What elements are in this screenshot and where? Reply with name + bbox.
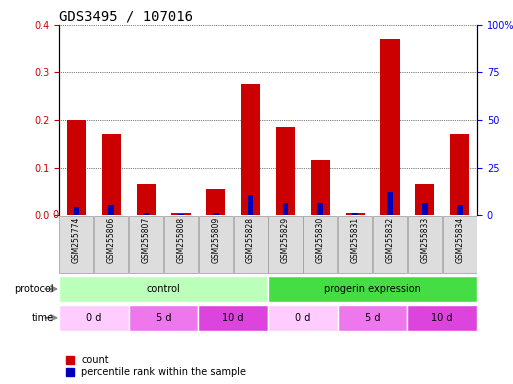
Bar	[268, 305, 338, 331]
Text: GSM255829: GSM255829	[281, 217, 290, 263]
Bar	[129, 305, 199, 331]
Text: protocol: protocol	[14, 284, 54, 294]
Bar	[450, 134, 469, 215]
Text: GSM255808: GSM255808	[176, 217, 185, 263]
FancyBboxPatch shape	[408, 216, 442, 273]
Text: GSM255834: GSM255834	[455, 217, 464, 263]
Text: GSM255833: GSM255833	[420, 217, 429, 263]
Text: GSM255774: GSM255774	[72, 217, 81, 263]
FancyBboxPatch shape	[60, 216, 93, 273]
Text: GSM255830: GSM255830	[316, 217, 325, 263]
Bar	[178, 214, 184, 215]
Text: GSM255828: GSM255828	[246, 217, 255, 263]
Text: GSM255809: GSM255809	[211, 217, 220, 263]
Bar	[338, 305, 407, 331]
Bar	[276, 127, 295, 215]
Text: 0: 0	[53, 210, 59, 220]
Text: GDS3495 / 107016: GDS3495 / 107016	[59, 10, 193, 24]
Bar	[108, 205, 114, 215]
Bar	[59, 305, 129, 331]
Bar	[73, 207, 80, 215]
Bar	[206, 189, 225, 215]
Text: GSM255807: GSM255807	[142, 217, 151, 263]
Bar	[311, 161, 330, 215]
Bar	[283, 203, 288, 215]
FancyBboxPatch shape	[129, 216, 163, 273]
Bar	[318, 203, 323, 215]
Bar	[213, 213, 219, 215]
Bar	[59, 276, 268, 302]
Text: 10 d: 10 d	[223, 313, 244, 323]
FancyBboxPatch shape	[443, 216, 477, 273]
Bar	[387, 192, 393, 215]
Bar	[136, 184, 155, 215]
Bar	[102, 134, 121, 215]
Bar	[143, 213, 149, 215]
FancyBboxPatch shape	[338, 216, 372, 273]
Text: 0 d: 0 d	[86, 313, 102, 323]
FancyBboxPatch shape	[94, 216, 128, 273]
FancyBboxPatch shape	[199, 216, 233, 273]
Bar	[171, 213, 190, 215]
Legend: count, percentile rank within the sample: count, percentile rank within the sample	[64, 353, 248, 379]
Text: 5 d: 5 d	[156, 313, 171, 323]
FancyBboxPatch shape	[233, 216, 268, 273]
FancyBboxPatch shape	[164, 216, 198, 273]
Bar	[248, 195, 253, 215]
Bar	[268, 276, 477, 302]
Bar	[67, 120, 86, 215]
Bar	[199, 305, 268, 331]
FancyBboxPatch shape	[268, 216, 303, 273]
Text: GSM255832: GSM255832	[385, 217, 394, 263]
Bar	[241, 84, 260, 215]
Text: GSM255806: GSM255806	[107, 217, 116, 263]
Bar	[457, 205, 463, 215]
Text: time: time	[32, 313, 54, 323]
Text: control: control	[147, 284, 181, 294]
Bar	[381, 39, 400, 215]
FancyBboxPatch shape	[303, 216, 338, 273]
Bar	[346, 213, 365, 215]
Bar	[415, 184, 435, 215]
Text: 10 d: 10 d	[431, 313, 453, 323]
Bar	[407, 305, 477, 331]
Text: 5 d: 5 d	[365, 313, 380, 323]
Text: progerin expression: progerin expression	[324, 284, 421, 294]
FancyBboxPatch shape	[373, 216, 407, 273]
Bar	[422, 203, 428, 215]
Text: 0 d: 0 d	[295, 313, 310, 323]
Text: GSM255831: GSM255831	[351, 217, 360, 263]
Bar	[352, 213, 358, 215]
